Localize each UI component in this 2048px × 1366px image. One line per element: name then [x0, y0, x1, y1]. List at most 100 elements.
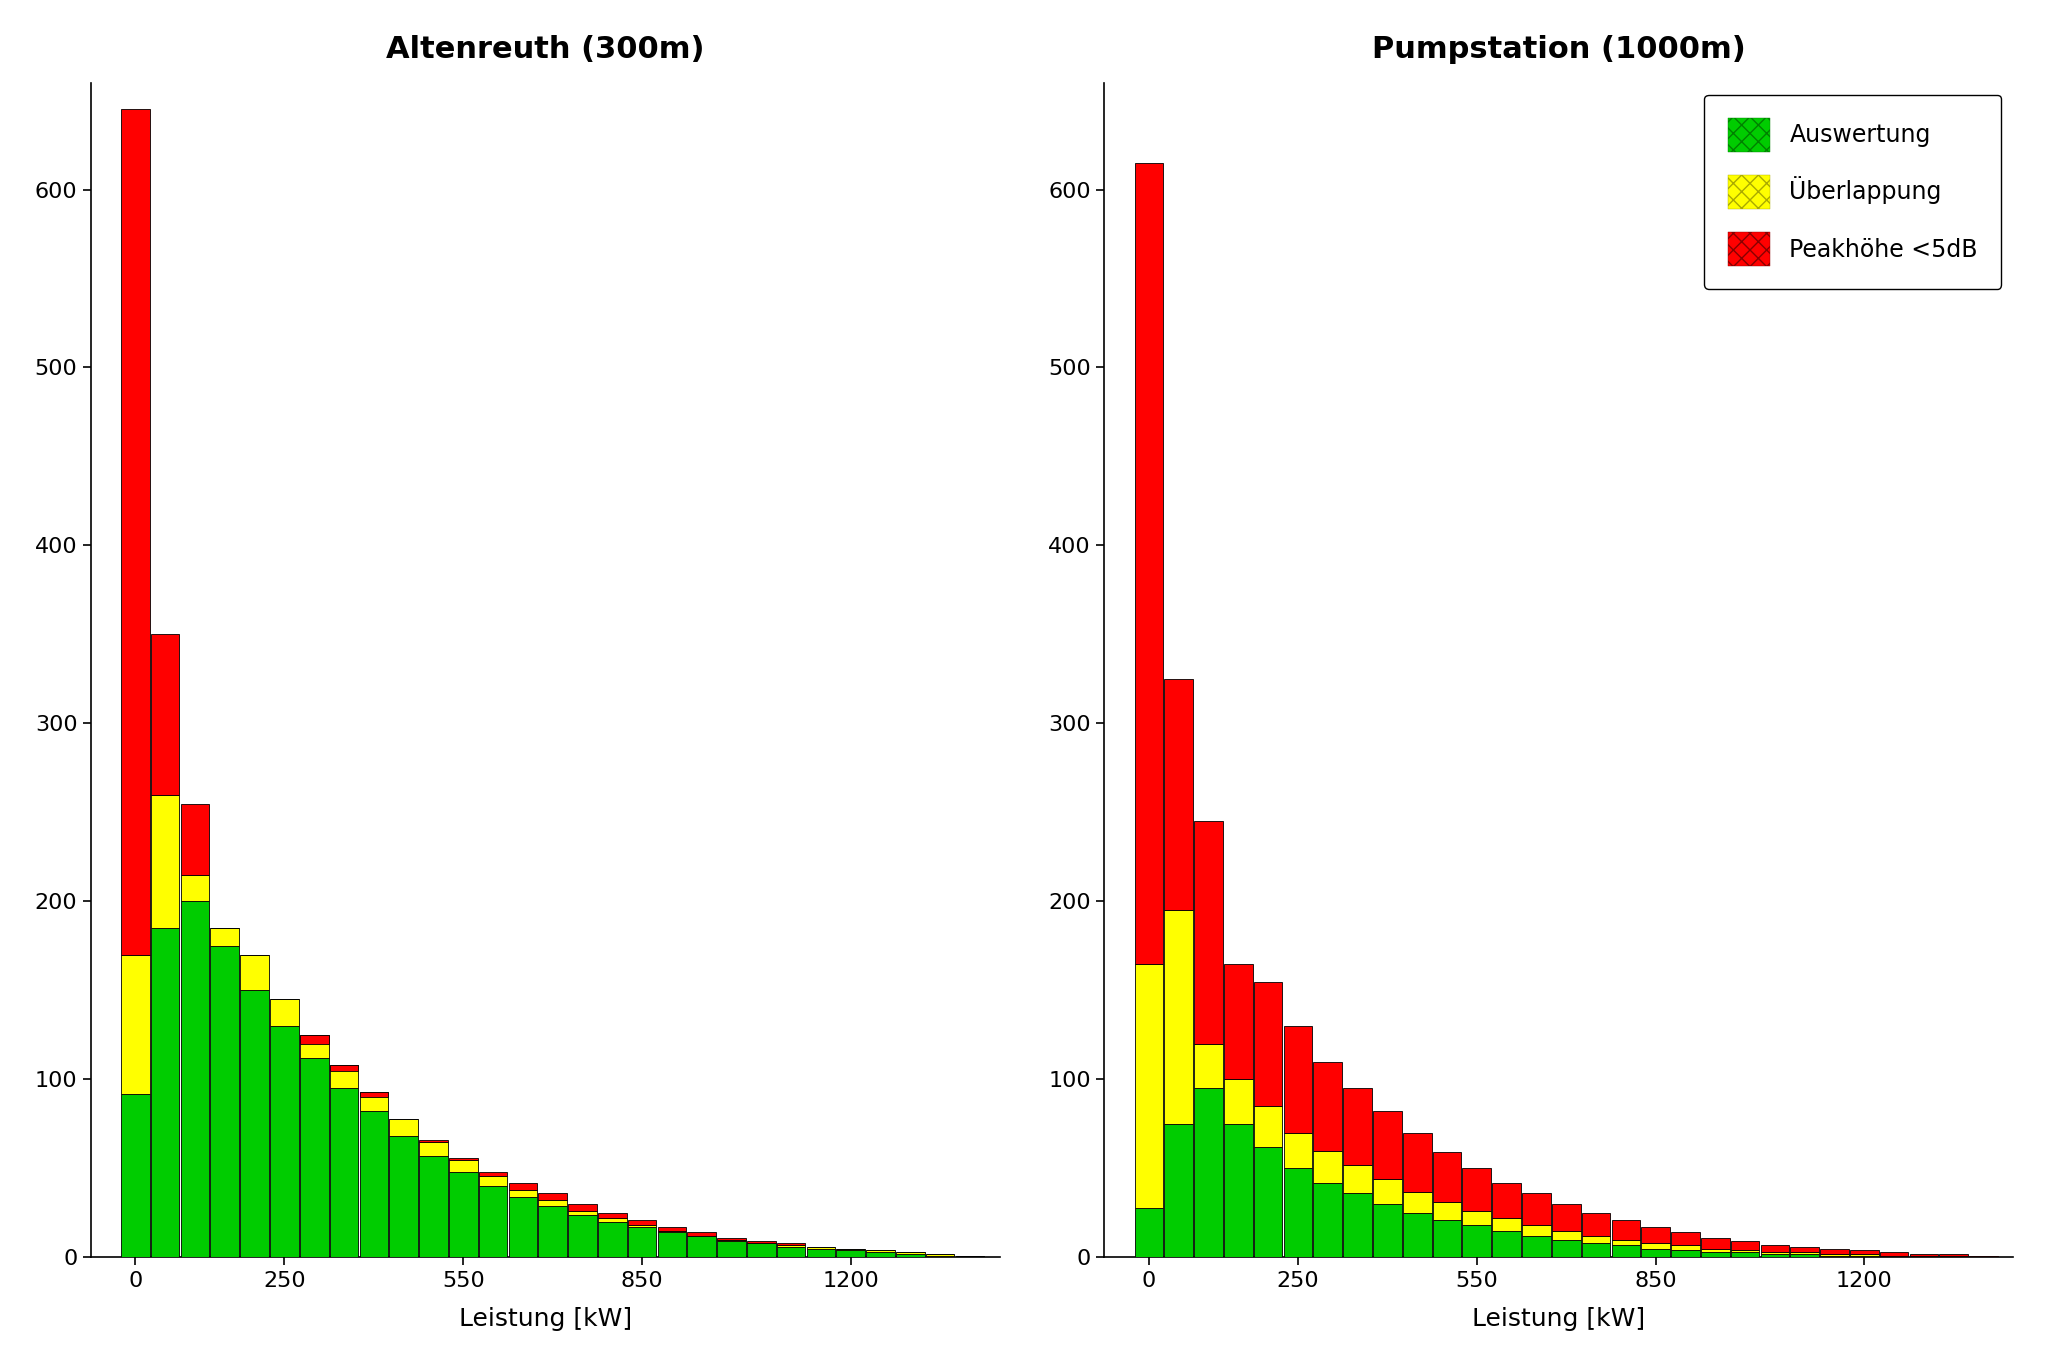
Bar	[1165, 679, 1194, 910]
Bar	[1194, 821, 1223, 1044]
Bar	[1284, 1132, 1313, 1168]
Bar	[1702, 1253, 1731, 1258]
Bar	[895, 1254, 924, 1258]
Bar	[1194, 1089, 1223, 1258]
Bar	[1790, 1253, 1819, 1254]
Bar	[211, 945, 240, 1258]
Bar	[121, 109, 150, 955]
Bar	[1939, 1254, 1968, 1255]
Bar	[1313, 1061, 1341, 1150]
Bar	[1165, 910, 1194, 1124]
Bar	[1493, 1231, 1522, 1258]
Bar	[420, 1141, 449, 1142]
Bar	[1434, 1202, 1462, 1220]
Bar	[1702, 1238, 1731, 1249]
Bar	[1313, 1183, 1341, 1258]
Bar	[1761, 1254, 1790, 1258]
Bar	[1343, 1194, 1372, 1258]
Bar	[1284, 1026, 1313, 1132]
Bar	[1939, 1255, 1968, 1258]
Bar	[1849, 1255, 1878, 1258]
Bar	[657, 1227, 686, 1231]
Bar	[1372, 1112, 1401, 1179]
Bar	[1821, 1249, 1849, 1254]
Bar	[1849, 1250, 1878, 1254]
Bar	[479, 1186, 508, 1258]
Bar	[420, 1156, 449, 1258]
Bar	[508, 1183, 537, 1190]
Bar	[866, 1253, 895, 1258]
Bar	[420, 1142, 449, 1156]
Bar	[360, 1091, 389, 1097]
Bar	[1552, 1231, 1581, 1239]
Bar	[1970, 1255, 1997, 1258]
Legend: Auswertung, Überlappung, Peakhöhe <5dB: Auswertung, Überlappung, Peakhöhe <5dB	[1704, 94, 2001, 290]
Bar	[657, 1232, 686, 1258]
Bar	[449, 1172, 477, 1258]
Bar	[1434, 1153, 1462, 1202]
Bar	[1493, 1218, 1522, 1231]
X-axis label: Leistung [kW]: Leistung [kW]	[459, 1307, 631, 1332]
Bar	[717, 1242, 745, 1258]
Bar	[1225, 1079, 1253, 1124]
Bar	[1731, 1242, 1759, 1250]
Bar	[1821, 1255, 1849, 1258]
Bar	[956, 1255, 985, 1258]
Bar	[1343, 1165, 1372, 1194]
Bar	[1731, 1250, 1759, 1253]
Title: Pumpstation (1000m): Pumpstation (1000m)	[1372, 34, 1745, 64]
Bar	[629, 1227, 655, 1258]
Bar	[1253, 982, 1282, 1106]
Bar	[629, 1220, 655, 1225]
Bar	[1790, 1247, 1819, 1253]
Bar	[1640, 1243, 1669, 1249]
Bar	[1612, 1220, 1640, 1239]
Bar	[1790, 1254, 1819, 1258]
Bar	[807, 1247, 836, 1249]
Bar	[1313, 1150, 1341, 1183]
Bar	[152, 634, 180, 795]
Bar	[1225, 964, 1253, 1079]
Bar	[1581, 1236, 1610, 1243]
Bar	[926, 1255, 954, 1258]
Bar	[598, 1213, 627, 1218]
Bar	[1761, 1244, 1790, 1253]
Bar	[299, 1035, 328, 1059]
Bar	[1253, 1147, 1282, 1258]
Bar	[1552, 1203, 1581, 1231]
Bar	[508, 1190, 537, 1197]
Bar	[1253, 1106, 1282, 1147]
Bar	[657, 1231, 686, 1232]
Bar	[717, 1238, 745, 1239]
Bar	[836, 1249, 864, 1250]
Bar	[330, 1065, 358, 1089]
Bar	[1880, 1253, 1909, 1255]
Bar	[1880, 1255, 1909, 1258]
Bar	[1462, 1212, 1491, 1225]
Bar	[1581, 1213, 1610, 1236]
Bar	[1612, 1244, 1640, 1258]
Bar	[866, 1250, 895, 1253]
Bar	[567, 1203, 596, 1212]
Bar	[539, 1201, 567, 1206]
Bar	[1225, 1124, 1253, 1258]
Bar	[1343, 1089, 1372, 1165]
Bar	[1372, 1179, 1401, 1203]
X-axis label: Leistung [kW]: Leistung [kW]	[1473, 1307, 1645, 1332]
Bar	[1434, 1220, 1462, 1258]
Title: Altenreuth (300m): Altenreuth (300m)	[385, 34, 705, 64]
Bar	[717, 1239, 745, 1242]
Bar	[1671, 1250, 1700, 1258]
Bar	[807, 1249, 836, 1258]
Bar	[1702, 1249, 1731, 1253]
Bar	[121, 1094, 150, 1258]
Bar	[748, 1242, 776, 1243]
Bar	[152, 795, 180, 928]
Bar	[121, 955, 150, 1094]
Bar	[1372, 1203, 1401, 1258]
Bar	[598, 1218, 627, 1221]
Bar	[1522, 1236, 1550, 1258]
Bar	[1135, 964, 1163, 1208]
Bar	[1522, 1194, 1550, 1225]
Bar	[1849, 1254, 1878, 1255]
